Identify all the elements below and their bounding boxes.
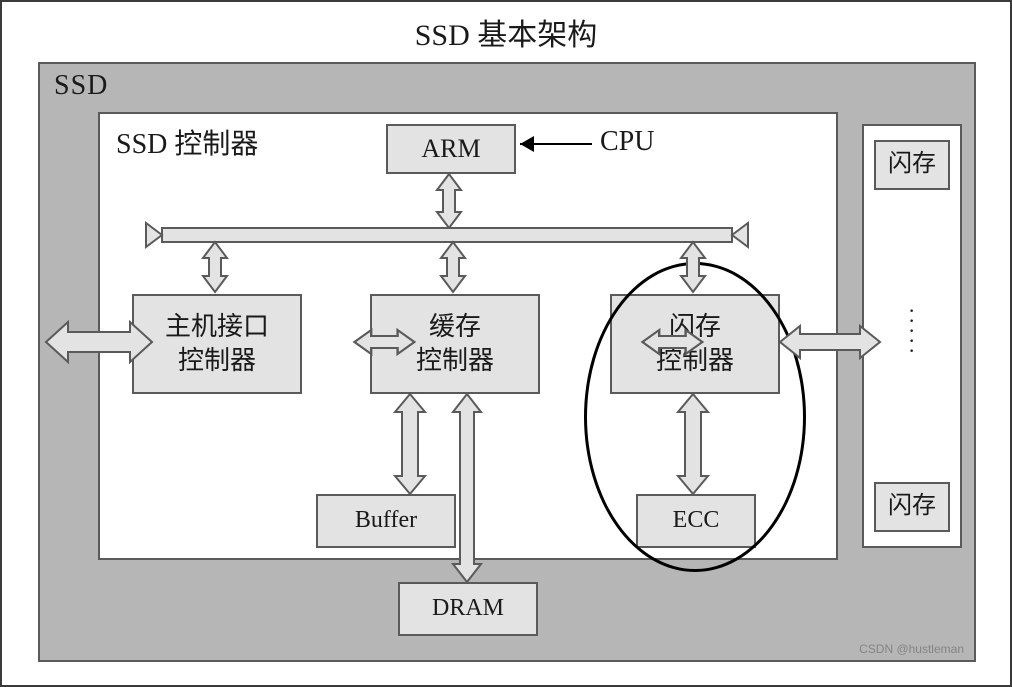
- watermark-label: CSDN @hustleman: [859, 642, 964, 656]
- ssd-label: SSD: [54, 70, 108, 102]
- node-flash-top: 闪存: [874, 140, 950, 190]
- node-host-interface-controller: 主机接口 控制器: [132, 294, 302, 394]
- controller-label: SSD 控制器: [116, 122, 258, 162]
- diagram-title: SSD 基本架构: [2, 10, 1010, 54]
- highlight-ellipse: [584, 262, 806, 572]
- cpu-label: CPU: [600, 126, 654, 158]
- flash-column: 闪存 闪存 ·····: [862, 124, 962, 548]
- node-arm: ARM: [386, 124, 516, 174]
- ssd-outer-box: SSD SSD 控制器 ARM 主机接口 控制器 缓存 控制器 闪存 控制器 B…: [38, 62, 976, 662]
- flash-ellipsis-icon: ·····: [908, 306, 915, 356]
- node-flash-bottom: 闪存: [874, 482, 950, 532]
- node-buffer: Buffer: [316, 494, 456, 548]
- diagram-page: SSD 基本架构 SSD SSD 控制器 ARM 主机接口 控制器 缓存 控制器…: [0, 0, 1012, 687]
- node-cache-controller: 缓存 控制器: [370, 294, 540, 394]
- node-dram: DRAM: [398, 582, 538, 636]
